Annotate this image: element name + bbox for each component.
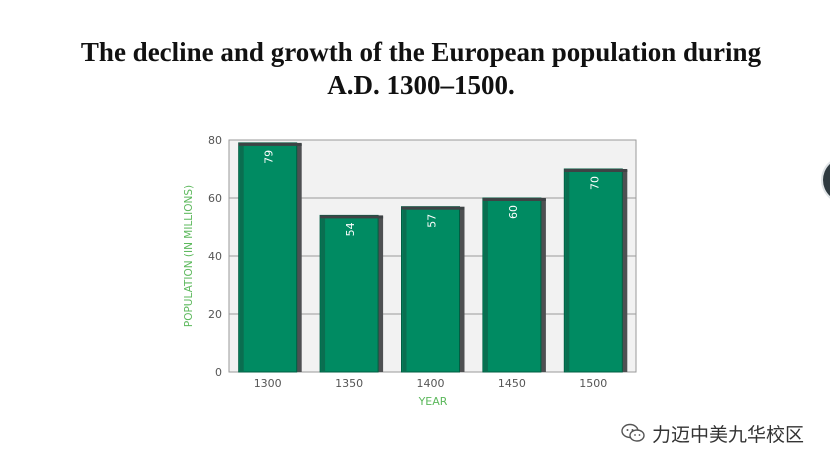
bar-shadow (296, 143, 302, 372)
title-line-1: The decline and growth of the European p… (80, 37, 762, 67)
y-tick-label: 20 (208, 308, 222, 321)
watermark: 力迈中美九华校区 (621, 420, 804, 446)
bar-shadow (540, 199, 546, 372)
x-tick-label: 1300 (254, 377, 282, 390)
y-tick-label: 40 (208, 250, 222, 263)
x-tick-label: 1400 (417, 377, 445, 390)
bar (238, 142, 298, 373)
data-label: 54 (344, 222, 357, 236)
bar-left-edge (565, 172, 570, 372)
bar-left-edge (483, 201, 488, 372)
chart-title: The decline and growth of the European p… (0, 36, 830, 102)
data-label: 79 (263, 150, 276, 164)
bar (401, 206, 460, 373)
bar-left-edge (321, 218, 326, 372)
bar (319, 214, 379, 373)
wechat-icon (621, 423, 645, 442)
y-tick-label: 0 (215, 366, 222, 379)
bar (563, 168, 623, 373)
bar-shadow (378, 216, 384, 372)
bar-top-edge (482, 198, 546, 201)
x-axis-title: YEAR (418, 395, 448, 408)
x-tick-label: 1350 (335, 377, 363, 390)
scroll-circle-button[interactable] (823, 158, 830, 202)
bar-top-edge (401, 206, 465, 210)
data-label: 57 (426, 214, 439, 228)
data-label: 60 (507, 205, 520, 219)
y-tick-label: 80 (208, 134, 222, 147)
bar-left-edge (402, 209, 407, 372)
y-tick-label: 60 (208, 192, 222, 205)
x-tick-label: 1450 (498, 377, 526, 390)
bar-left-edge (239, 145, 244, 372)
bar (482, 197, 542, 373)
watermark-text: 力迈中美九华校区 (651, 423, 804, 446)
bar-shadow (459, 207, 465, 372)
bar-top-edge (320, 215, 384, 219)
title-line-2: A.D. 1300–1500. (327, 70, 515, 100)
bar-top-edge (238, 142, 302, 146)
bar-shadow (622, 170, 628, 372)
bar-top-edge (564, 169, 628, 172)
x-tick-label: 1500 (579, 377, 607, 390)
data-label: 70 (588, 176, 601, 190)
y-axis-title: POPULATION (IN MILLIONS) (183, 185, 195, 327)
